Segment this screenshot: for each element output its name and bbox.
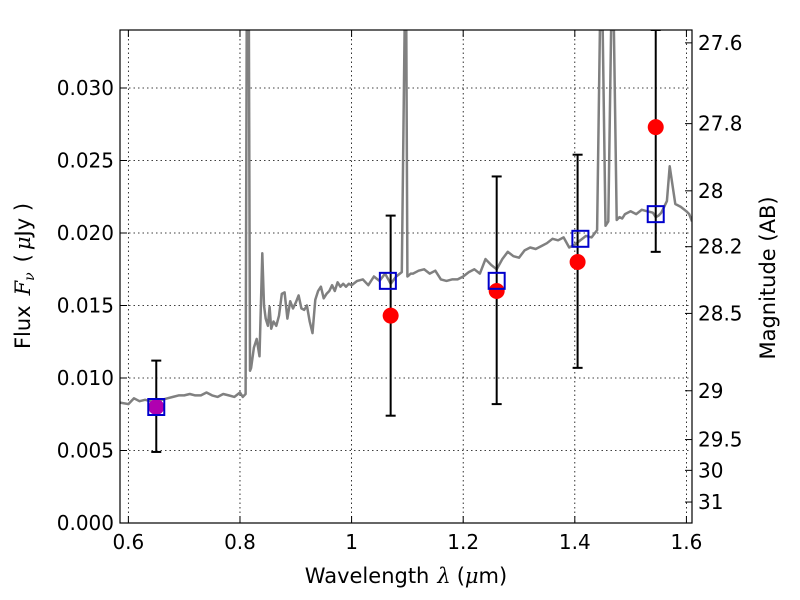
x-axis-ticks: 0.6 0.8 1 1.2 1.4 1.6: [112, 30, 702, 554]
y-axis-ticks: 0.000 0.005 0.010 0.015 0.020 0.025 0.030: [57, 76, 127, 535]
magnitude-tick-label: 31: [698, 490, 723, 514]
y2-axis-label: Magnitude (AB): [756, 196, 780, 359]
observed-point: [569, 254, 586, 270]
observed-points: [148, 119, 664, 415]
model-point: [571, 229, 590, 248]
y-tick-label: 0.020: [57, 221, 114, 245]
y-tick-label: 0.025: [57, 149, 114, 173]
magnitude-tick-label: 28.5: [698, 301, 743, 325]
magnitude-tick-label: 27.8: [698, 112, 743, 136]
x-tick-label: 0.6: [112, 530, 144, 554]
x-tick-label: 1.4: [559, 530, 591, 554]
observed-point: [148, 399, 165, 415]
observed-point: [382, 307, 399, 324]
x-tick-label: 1.2: [447, 530, 479, 554]
magnitude-tick-label: 28.2: [698, 235, 743, 259]
model-point: [147, 398, 166, 416]
model-points: [147, 205, 665, 416]
magnitude-tick-label: 30: [698, 458, 723, 482]
grid: [120, 30, 692, 523]
y-tick-label: 0.005: [57, 439, 114, 463]
y-tick-label: 0.030: [57, 76, 114, 100]
magnitude-tick-label: 27.6: [698, 31, 743, 55]
observed-point: [647, 119, 664, 136]
x-axis-label: Wavelength λ (μm): [305, 564, 507, 588]
magnitude-axis-ticks: 27.6 27.8 28 28.2 28.5 29 29.5 30 31: [685, 31, 743, 514]
x-tick-label: 1: [345, 530, 358, 554]
y-tick-label: 0.010: [57, 366, 114, 390]
x-tick-label: 0.8: [224, 530, 256, 554]
spectrum-line: [120, 30, 692, 406]
y-tick-label: 0.000: [57, 511, 114, 535]
model-point: [487, 271, 506, 290]
model-point: [646, 205, 665, 224]
magnitude-tick-label: 29.5: [698, 428, 743, 452]
y-tick-label: 0.015: [57, 294, 114, 318]
plot-area: [120, 30, 692, 453]
y-axis-label: FluxFν(μJy ): [11, 203, 38, 349]
x-tick-label: 1.6: [671, 530, 703, 554]
plot-frame: [119, 29, 693, 524]
magnitude-tick-label: 29: [698, 379, 723, 403]
observed-point: [488, 283, 505, 299]
model-point: [378, 271, 397, 290]
magnitude-tick-label: 28: [698, 179, 723, 203]
